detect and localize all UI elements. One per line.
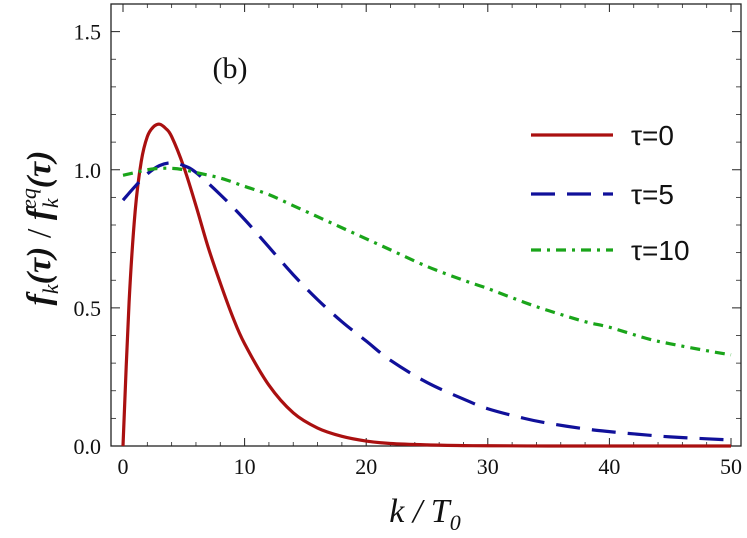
x-tick-label: 30: [477, 454, 499, 479]
legend-label: τ=10: [631, 235, 690, 266]
x-tick-label: 50: [720, 454, 742, 479]
y-tick-label: 1.0: [74, 158, 102, 183]
y-axis-label: fk(τ) / feqk(τ): [16, 151, 63, 306]
axis-ticks: 0 10 20 30 40 50 0.0 0.5 1.0 1.5: [74, 4, 742, 479]
legend: τ=0 τ=5 τ=10: [531, 120, 690, 266]
x-tick-label: 0: [118, 454, 129, 479]
legend-label: τ=5: [631, 179, 674, 210]
x-tick-label: 10: [234, 454, 256, 479]
y-tick-label: 1.5: [74, 20, 102, 45]
series-line: [122, 166, 732, 357]
series-line: [121, 161, 732, 442]
x-tick-label: 20: [355, 454, 377, 479]
y-tick-label: 0.5: [74, 296, 102, 321]
plot-frame: [110, 3, 742, 447]
panel-label: (b): [213, 52, 248, 85]
x-tick-label: 40: [598, 454, 620, 479]
legend-label: τ=0: [631, 120, 674, 151]
y-tick-label: 0.0: [74, 434, 102, 459]
series-line: [121, 122, 731, 448]
x-axis-label: k / T0: [389, 493, 460, 535]
x-axis-label-sub: 0: [450, 510, 461, 535]
series-layer: [121, 122, 732, 448]
x-axis-label-main: k / T: [389, 493, 452, 530]
